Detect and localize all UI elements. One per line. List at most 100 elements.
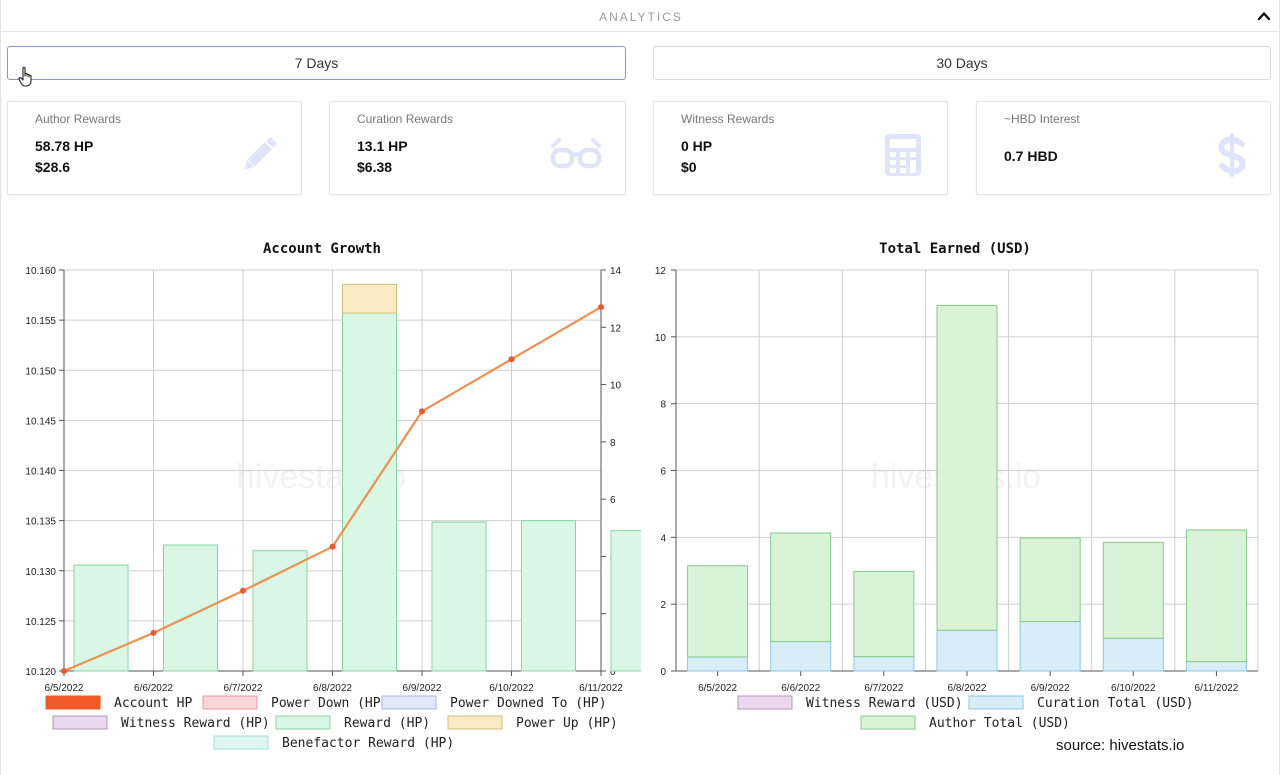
curation-bar (936, 629, 998, 672)
calculator-icon (885, 134, 921, 176)
power-up-bar (342, 283, 397, 314)
legend-swatch (275, 715, 331, 730)
y-tick-label: 10 (655, 333, 667, 344)
author-bar (853, 570, 915, 658)
x-tick-label: 6/8/2022 (948, 683, 987, 694)
account-hp-point (240, 587, 246, 594)
card-value-hp: 13.1 HP (357, 138, 408, 154)
hand-cursor-icon (18, 66, 32, 87)
legend-label: Power Down (HP) (271, 696, 388, 711)
account-hp-point (598, 304, 604, 311)
dollar-icon (1218, 133, 1246, 177)
card-label: Witness Rewards (681, 112, 775, 126)
legend-swatch (381, 695, 437, 710)
source-caption: source: hivestats.io (1056, 737, 1185, 754)
legend-label: Benefactor Reward (HP) (282, 736, 454, 751)
card-value-hbd: 0.7 HBD (1004, 148, 1058, 164)
right-tick-label: 0 (610, 667, 616, 678)
left-tick-label: 10.140 (25, 467, 56, 478)
account-hp-point (508, 356, 515, 363)
curation-bar (687, 656, 749, 672)
left-tick-label: 10.150 (25, 366, 56, 377)
card-value-hp: 58.78 HP (35, 138, 94, 154)
y-tick-label: 6 (660, 467, 666, 478)
card-label: Curation Rewards (357, 112, 454, 126)
curation-bar (1102, 637, 1164, 672)
y-tick-label: 2 (660, 600, 666, 611)
legend-swatch (968, 695, 1024, 710)
left-tick-label: 10.130 (25, 567, 56, 578)
legend-label: Account HP (114, 696, 192, 711)
y-tick-label: 8 (660, 400, 666, 411)
left-tick-label: 10.155 (25, 316, 56, 327)
pencil-icon (244, 137, 277, 170)
x-tick-label: 6/11/2022 (1195, 683, 1239, 694)
curation-bar (853, 656, 915, 672)
curation-rewards-card: Curation Rewards 13.1 HP $6.38 (329, 101, 626, 195)
legend-label: Power Up (HP) (516, 716, 618, 731)
author-bar (687, 565, 749, 658)
section-title: ANALYTICS (599, 10, 683, 24)
range-7-days-button[interactable]: 7 Days (7, 46, 626, 80)
x-tick-label: 6/8/2022 (313, 683, 352, 694)
card-value-hp: 0 HP (681, 138, 713, 154)
x-tick-label: 6/10/2022 (1111, 683, 1156, 694)
card-value-usd: $0 (681, 159, 697, 175)
reward-bar (431, 521, 487, 672)
analytics-header[interactable]: ANALYTICS (1, 0, 1280, 32)
legend-label: Reward (HP) (344, 716, 430, 731)
right-tick-label: 8 (610, 438, 616, 449)
legend-swatch (860, 715, 916, 730)
reward-bar (163, 544, 218, 672)
author-bar (770, 532, 832, 643)
card-label: ~HBD Interest (1004, 112, 1080, 126)
legend-swatch (52, 715, 108, 730)
reward-bar (521, 520, 576, 672)
card-label: Author Rewards (35, 112, 122, 126)
right-tick-label: 12 (610, 323, 622, 334)
x-tick-label: 6/6/2022 (781, 683, 820, 694)
author-bar (1019, 537, 1081, 623)
account-hp-point (61, 668, 67, 674)
curation-bar (1019, 621, 1081, 672)
left-tick-label: 10.120 (25, 667, 56, 678)
curation-bar (770, 641, 832, 672)
y-tick-label: 12 (655, 266, 667, 277)
witness-rewards-card: Witness Rewards 0 HP $0 (653, 101, 948, 195)
legend-swatch (737, 695, 793, 710)
total-earned-title: Total Earned (USD) (879, 241, 1031, 257)
left-tick-label: 10.145 (25, 416, 56, 427)
legend-label: Witness Reward (USD) (806, 696, 963, 711)
x-tick-label: 6/7/2022 (224, 683, 263, 694)
legend-label: Curation Total (USD) (1037, 696, 1194, 711)
chevron-up-icon[interactable] (1256, 9, 1272, 23)
legend-swatch (45, 695, 101, 710)
reward-bar (252, 550, 308, 672)
account-hp-point (150, 629, 157, 636)
legend-label: Power Downed To (HP) (450, 696, 607, 711)
hbd-interest-card: ~HBD Interest 0.7 HBD (976, 101, 1271, 195)
author-bar (936, 304, 998, 631)
right-tick-label: 10 (610, 381, 622, 392)
x-tick-label: 6/9/2022 (1031, 683, 1070, 694)
legend-swatch (213, 735, 269, 750)
x-tick-label: 6/5/2022 (45, 683, 84, 694)
left-tick-label: 10.135 (25, 517, 56, 528)
card-value-usd: $6.38 (357, 159, 393, 175)
reward-bar (610, 530, 641, 672)
account-growth-title: Account Growth (262, 241, 381, 257)
x-tick-label: 6/10/2022 (489, 683, 534, 694)
range-30-days-button[interactable]: 30 Days (653, 46, 1271, 80)
right-tick-label: 14 (610, 266, 622, 277)
author-rewards-card: Author Rewards 58.78 HP $28.6 (7, 101, 302, 195)
x-tick-label: 6/11/2022 (579, 683, 623, 694)
legend-swatch (447, 715, 503, 730)
left-tick-label: 10.125 (25, 617, 56, 628)
right-tick-label: 6 (610, 495, 616, 506)
glasses-icon (550, 138, 602, 169)
x-tick-label: 6/7/2022 (864, 683, 903, 694)
reward-bar (73, 564, 129, 672)
legend-label: Author Total (USD) (929, 716, 1070, 731)
account-hp-point (419, 408, 425, 415)
